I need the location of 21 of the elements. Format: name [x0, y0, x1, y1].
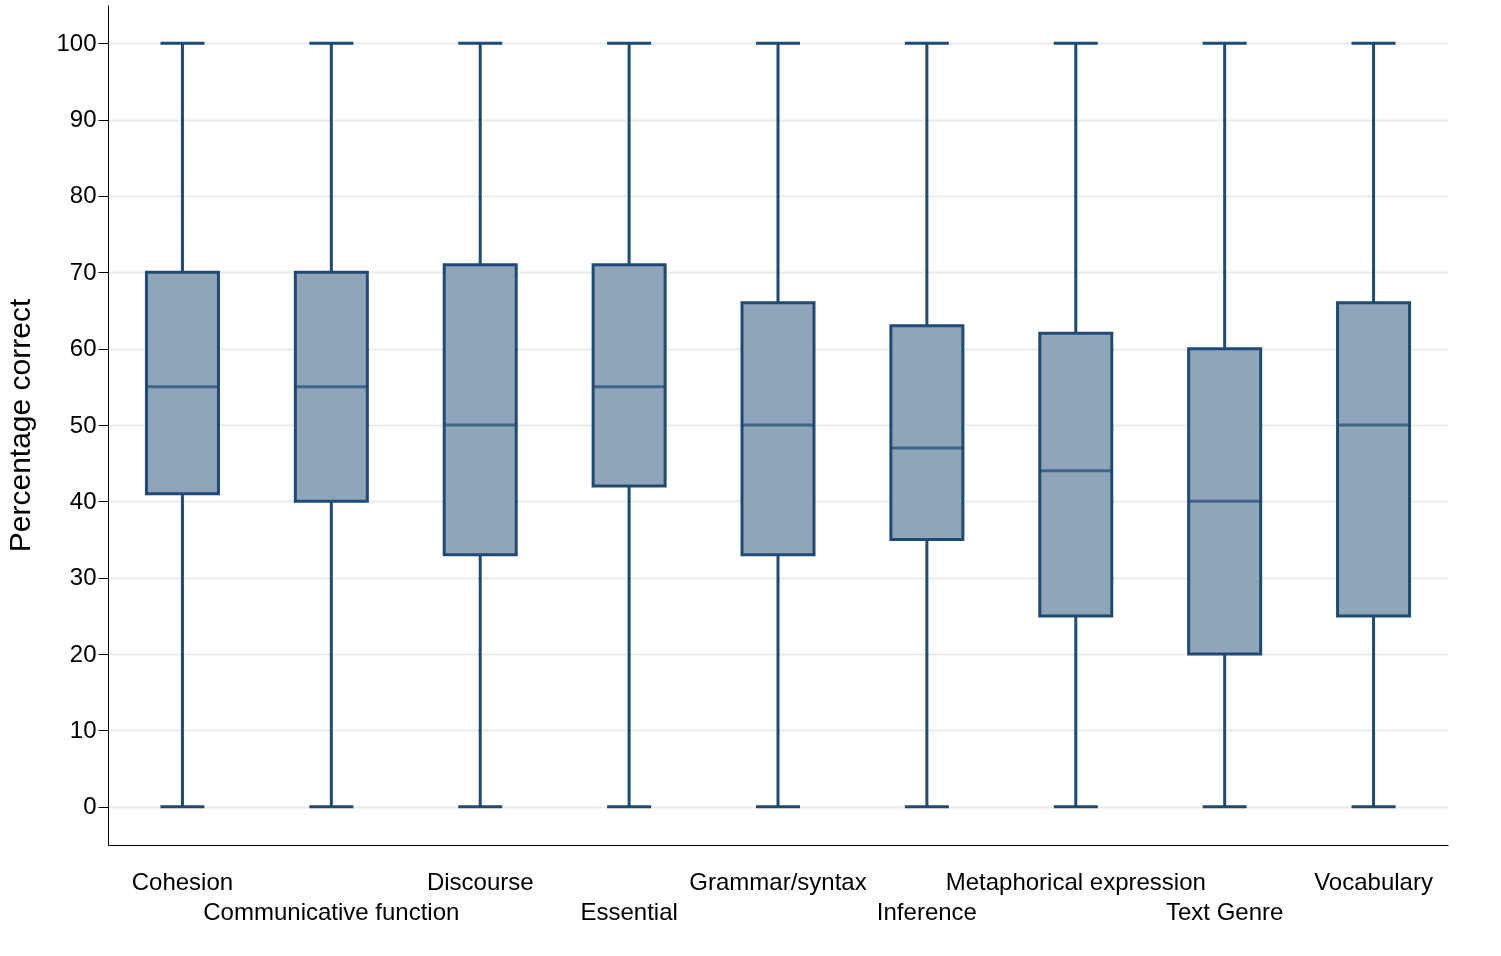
y-tick-label: 50 — [69, 410, 97, 438]
y-tick-label: 20 — [69, 639, 97, 667]
y-tick-label: 30 — [69, 563, 97, 591]
y-tick-label: 100 — [56, 28, 97, 56]
x-tick-label: Essential — [580, 898, 678, 925]
x-tick-label: Metaphorical expression — [945, 868, 1206, 895]
x-tick-label: Communicative function — [203, 898, 460, 925]
y-tick-label: 40 — [69, 486, 97, 514]
x-tick-label: Discourse — [426, 868, 534, 895]
x-tick-label: Inference — [876, 898, 977, 925]
x-tick-label: Cohesion — [131, 868, 234, 895]
x-tick-label: Grammar/syntax — [689, 868, 867, 895]
y-tick-label: 0 — [83, 792, 97, 820]
x-tick-label: Text Genre — [1165, 898, 1284, 925]
y-tick-label: 70 — [69, 257, 97, 285]
y-tick-label: 80 — [69, 181, 97, 209]
y-tick-label: 60 — [69, 334, 97, 362]
y-axis-title: Percentage correct — [3, 298, 37, 553]
x-tick-label: Vocabulary — [1314, 868, 1433, 895]
y-tick-label: 90 — [69, 105, 97, 133]
y-tick-label: 10 — [69, 715, 97, 743]
